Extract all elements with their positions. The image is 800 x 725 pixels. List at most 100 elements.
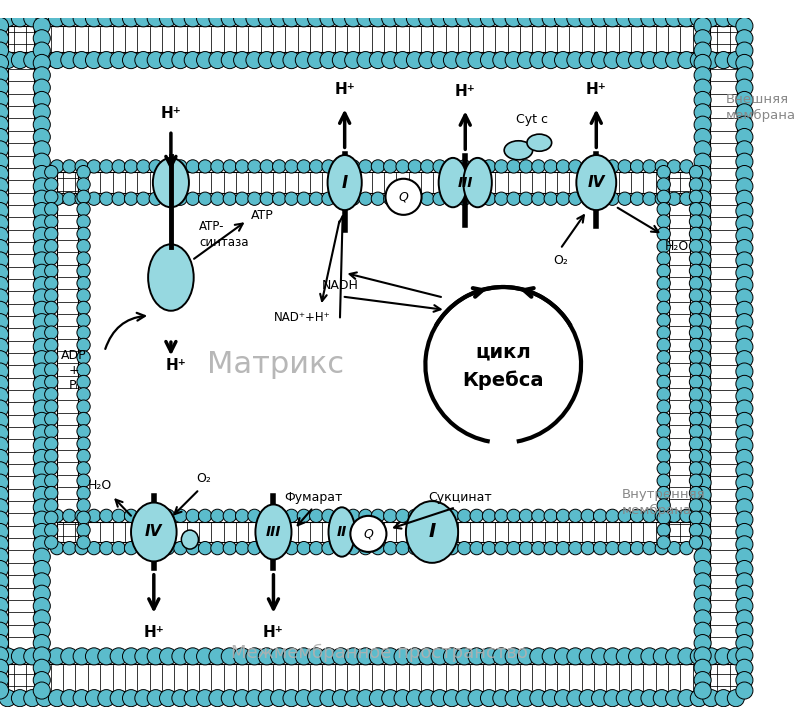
Circle shape [694, 511, 711, 529]
Circle shape [34, 239, 50, 257]
Circle shape [694, 486, 711, 503]
Circle shape [736, 42, 753, 59]
Circle shape [273, 192, 286, 205]
Bar [57, 521, 690, 542]
Circle shape [186, 542, 199, 555]
Circle shape [654, 648, 670, 665]
Circle shape [124, 192, 138, 205]
Circle shape [666, 689, 682, 707]
Circle shape [34, 190, 50, 207]
Ellipse shape [576, 155, 616, 210]
Circle shape [694, 227, 711, 244]
Circle shape [222, 689, 238, 707]
Circle shape [34, 42, 50, 59]
Circle shape [727, 689, 745, 707]
Circle shape [246, 51, 263, 69]
Circle shape [694, 682, 711, 699]
Circle shape [736, 597, 753, 615]
Circle shape [184, 648, 202, 665]
Circle shape [346, 160, 360, 173]
Circle shape [77, 289, 90, 302]
Circle shape [0, 289, 9, 306]
Circle shape [147, 689, 164, 707]
Text: II: II [337, 525, 347, 539]
Circle shape [87, 192, 101, 205]
Circle shape [736, 302, 753, 318]
Ellipse shape [182, 530, 198, 549]
Circle shape [629, 648, 646, 665]
Circle shape [680, 160, 693, 173]
Circle shape [736, 450, 753, 466]
Circle shape [736, 499, 753, 516]
Text: Q: Q [398, 191, 409, 203]
Circle shape [694, 610, 711, 627]
Circle shape [736, 363, 753, 380]
Circle shape [579, 648, 596, 665]
Circle shape [283, 9, 300, 27]
Circle shape [135, 689, 152, 707]
Circle shape [222, 51, 238, 69]
Circle shape [0, 91, 9, 109]
Circle shape [248, 160, 261, 173]
Circle shape [34, 30, 50, 47]
Circle shape [657, 486, 670, 500]
Circle shape [77, 437, 90, 450]
Circle shape [45, 264, 58, 278]
Circle shape [197, 51, 214, 69]
Circle shape [172, 689, 189, 707]
Circle shape [34, 548, 50, 566]
Circle shape [162, 160, 174, 173]
Circle shape [481, 9, 498, 27]
Circle shape [87, 542, 101, 555]
Circle shape [383, 160, 397, 173]
Circle shape [736, 239, 753, 257]
Circle shape [332, 51, 350, 69]
Bar [710, 26, 737, 690]
Circle shape [34, 388, 50, 405]
Circle shape [34, 474, 50, 491]
Circle shape [678, 9, 695, 27]
Circle shape [34, 413, 50, 429]
Circle shape [657, 474, 670, 487]
Circle shape [77, 523, 90, 536]
Circle shape [736, 30, 753, 47]
Circle shape [507, 509, 520, 523]
Circle shape [694, 141, 711, 158]
Circle shape [0, 548, 9, 566]
Circle shape [736, 116, 753, 133]
Circle shape [24, 51, 41, 69]
Circle shape [49, 689, 66, 707]
Circle shape [396, 542, 410, 555]
Circle shape [0, 536, 9, 553]
Circle shape [34, 425, 50, 442]
Circle shape [45, 165, 58, 179]
Circle shape [736, 425, 753, 442]
Circle shape [86, 689, 102, 707]
Circle shape [34, 79, 50, 96]
Circle shape [494, 160, 508, 173]
Circle shape [567, 648, 584, 665]
Circle shape [690, 178, 702, 191]
Circle shape [666, 9, 682, 27]
Circle shape [694, 351, 711, 368]
Circle shape [310, 160, 323, 173]
Circle shape [45, 289, 58, 302]
Circle shape [532, 542, 545, 555]
Circle shape [308, 689, 325, 707]
Text: H⁺: H⁺ [455, 84, 476, 99]
Circle shape [606, 160, 619, 173]
Circle shape [172, 648, 189, 665]
Circle shape [736, 165, 753, 183]
Circle shape [0, 474, 9, 491]
Circle shape [332, 9, 350, 27]
Circle shape [694, 437, 711, 454]
Circle shape [210, 542, 224, 555]
Circle shape [24, 648, 41, 665]
Circle shape [569, 509, 582, 523]
Circle shape [727, 9, 745, 27]
Circle shape [736, 190, 753, 207]
Circle shape [694, 42, 711, 59]
Text: O₂: O₂ [553, 254, 568, 267]
Circle shape [482, 542, 496, 555]
Circle shape [45, 227, 58, 241]
